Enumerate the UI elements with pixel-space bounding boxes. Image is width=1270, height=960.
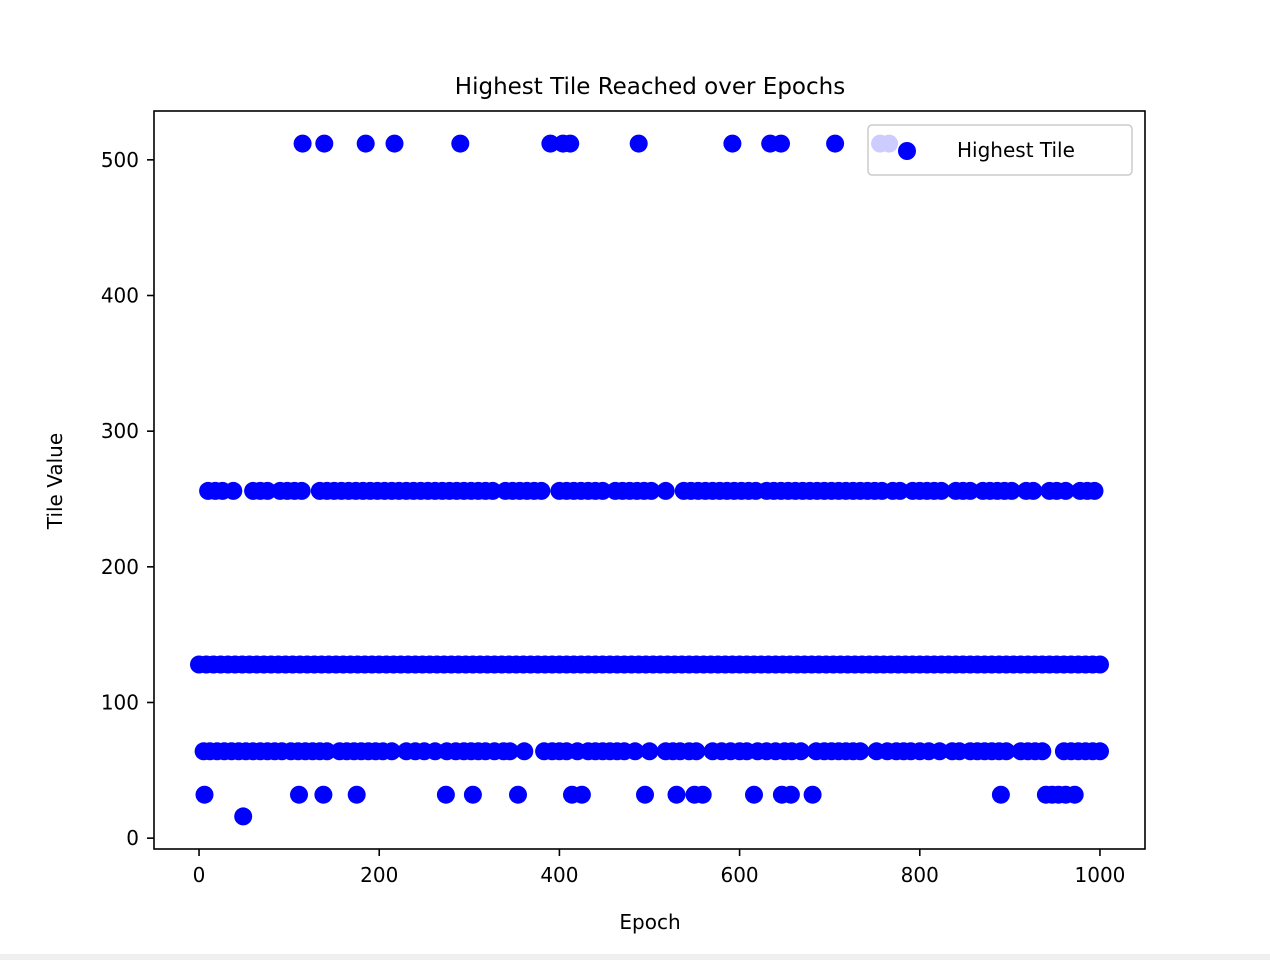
data-point bbox=[385, 134, 404, 153]
data-point bbox=[314, 785, 333, 804]
data-point bbox=[1091, 742, 1109, 761]
data-point bbox=[745, 785, 763, 804]
y-axis: 0 100 200 300 400 500 bbox=[101, 148, 154, 850]
data-point bbox=[436, 785, 455, 804]
x-tick-label: 200 bbox=[360, 863, 398, 887]
x-axis: 0 200 400 600 800 1000 bbox=[193, 849, 1126, 887]
legend-label: Highest Tile bbox=[957, 138, 1075, 162]
x-tick-label: 600 bbox=[720, 863, 758, 887]
y-tick-label: 100 bbox=[101, 690, 139, 714]
data-point bbox=[224, 481, 243, 500]
data-point bbox=[561, 134, 580, 153]
y-tick-label: 400 bbox=[101, 284, 139, 308]
x-tick-label: 0 bbox=[193, 863, 206, 887]
data-point bbox=[997, 742, 1016, 761]
y-tick-label: 500 bbox=[101, 148, 139, 172]
plot-area-frame bbox=[153, 110, 1146, 850]
data-point bbox=[826, 134, 845, 153]
data-point bbox=[723, 134, 742, 153]
x-tick-label: 400 bbox=[540, 863, 578, 887]
data-point bbox=[1002, 481, 1021, 500]
y-tick-label: 300 bbox=[101, 419, 139, 443]
data-point bbox=[851, 742, 870, 761]
data-point bbox=[693, 785, 712, 804]
data-point bbox=[290, 785, 308, 804]
data-point bbox=[1091, 655, 1109, 674]
x-tick-label: 1000 bbox=[1075, 863, 1126, 887]
legend: Highest Tile bbox=[867, 124, 1133, 176]
data-point bbox=[195, 785, 214, 804]
data-point bbox=[382, 742, 401, 761]
data-point bbox=[1085, 481, 1104, 500]
data-point bbox=[318, 742, 336, 761]
data-point bbox=[791, 742, 810, 761]
data-point bbox=[626, 742, 645, 761]
legend-marker bbox=[898, 142, 916, 160]
x-tick-label: 800 bbox=[901, 863, 939, 887]
data-point bbox=[463, 785, 482, 804]
data-point bbox=[532, 481, 551, 500]
legend-box bbox=[867, 124, 1133, 176]
data-point bbox=[932, 481, 951, 500]
data-point bbox=[1065, 785, 1084, 804]
y-tick-label: 0 bbox=[126, 826, 139, 850]
window-bottom-strip bbox=[0, 954, 1270, 960]
data-point bbox=[772, 134, 790, 153]
data-point bbox=[234, 807, 253, 826]
data-point bbox=[640, 742, 659, 761]
y-tick-label: 200 bbox=[101, 555, 139, 579]
data-point bbox=[1033, 742, 1052, 761]
data-point bbox=[803, 785, 822, 804]
scatter-points bbox=[190, 134, 1109, 826]
data-point bbox=[781, 785, 800, 804]
data-point bbox=[991, 785, 1010, 804]
data-point bbox=[629, 134, 648, 153]
data-point bbox=[1024, 481, 1043, 500]
data-point bbox=[509, 785, 527, 804]
data-point bbox=[541, 134, 560, 153]
data-point bbox=[315, 134, 334, 153]
data-point bbox=[258, 481, 277, 500]
data-point bbox=[593, 481, 612, 500]
data-point bbox=[515, 742, 534, 761]
data-point bbox=[642, 481, 661, 500]
data-point bbox=[930, 742, 949, 761]
data-point bbox=[636, 785, 654, 804]
data-point bbox=[687, 742, 706, 761]
data-point bbox=[356, 134, 375, 153]
data-point bbox=[656, 481, 675, 500]
chart-title: Highest Tile Reached over Epochs bbox=[455, 74, 845, 100]
data-point bbox=[667, 785, 686, 804]
x-axis-label: Epoch bbox=[619, 910, 680, 934]
data-point bbox=[572, 785, 591, 804]
data-point bbox=[292, 481, 311, 500]
data-point bbox=[1056, 481, 1075, 500]
data-point bbox=[961, 481, 980, 500]
data-point bbox=[451, 134, 470, 153]
data-point bbox=[891, 481, 909, 500]
data-point bbox=[293, 134, 312, 153]
y-axis-label: Tile Value bbox=[43, 433, 67, 530]
data-point bbox=[347, 785, 366, 804]
data-point bbox=[483, 481, 502, 500]
data-point bbox=[500, 742, 519, 761]
